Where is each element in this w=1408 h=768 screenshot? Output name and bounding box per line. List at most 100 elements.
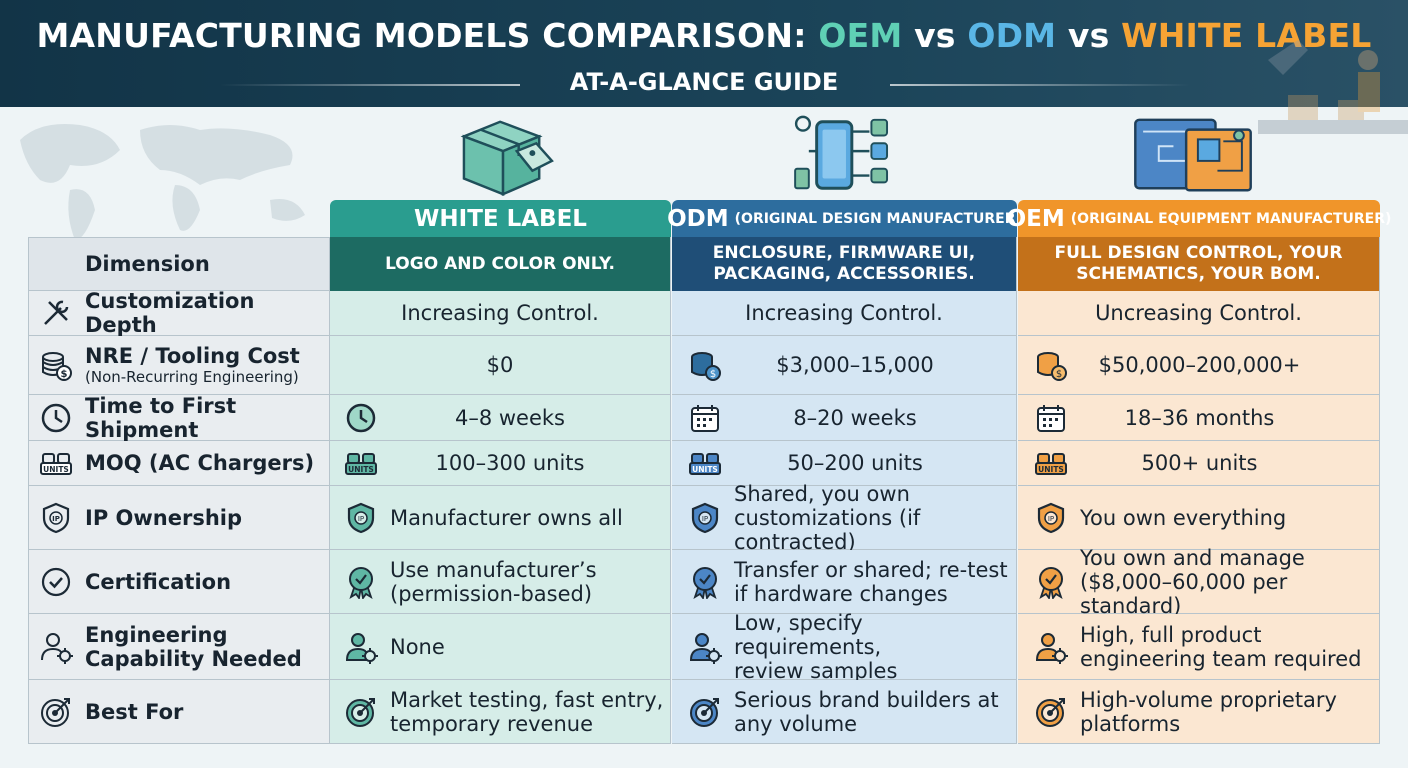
cell-value: 500+ units [1141,451,1258,475]
clock-icon [346,403,376,432]
table-cell: 18–36 months [1018,395,1380,441]
table-cell: Use manufacturer’s (permission-based) [330,550,671,614]
dimension-label: NRE / Tooling Cost [85,344,300,368]
coins-icon: $ [1037,352,1067,381]
units-icon: UNITS [1035,453,1067,475]
dimension-label: MOQ (AC Chargers) [85,451,315,475]
cell-value: customizations (if contracted) [734,505,921,554]
phone-components-icon [794,115,889,190]
world-map-decoration [20,124,305,240]
dimension-label: IP Ownership [85,505,242,530]
table-cell: Transfer or shared; re-test if hardware c… [672,550,1017,614]
dimension-label: Certification [85,569,232,594]
units-icon: UNITS [689,453,721,475]
table-cell: Low, specify requirements, review samples [672,610,1017,683]
table-cell: $0 [330,336,671,395]
column-subtitle-white-label: LOGO AND COLOR ONLY. [330,237,671,291]
table-cell: IP Shared, you own customizations (if con… [672,482,1017,554]
cell-value: You own and manage [1080,545,1305,570]
cell-value: High, full product [1080,622,1262,647]
column-header-white-label: WHITE LABEL [330,200,671,237]
comparison-table: WHITE LABEL ODM (ORIGINAL DESIGN MANUFACT… [28,200,1391,745]
page-subtitle: AT-A-GLANCE GUIDE [569,68,839,96]
table-row-engineering: Engineering Capability Needed [28,614,330,680]
tools-icon [44,300,69,325]
table-cell: IP Manufacturer owns all [330,486,671,550]
cell-value: review samples [734,658,898,683]
dimension-label: Time to First Shipment [85,393,237,442]
table-cell: 8–20 weeks [672,395,1017,441]
engineer-icon [345,632,378,664]
svg-text:IP: IP [358,515,364,523]
svg-text:UNITS: UNITS [692,465,718,474]
units-icon: UNITS [40,453,72,475]
cell-value: $3,000–15,000 [776,353,934,377]
divider-line [890,84,1190,86]
shield-ip-icon: IP [42,502,70,533]
cell-value: High-volume proprietary [1080,687,1337,712]
cell-value: Use manufacturer’s [390,557,597,582]
cell-value: 4–8 weeks [454,405,565,430]
svg-text:IP: IP [1048,515,1054,523]
cell-value: any volume [734,711,858,736]
badge-ribbon-icon [1039,566,1063,599]
table-cell: UNITS 50–200 units [672,441,1017,486]
svg-text:IP: IP [52,515,60,523]
target-icon [1036,697,1065,727]
cell-value: Manufacturer owns all [390,505,623,530]
column-subtitle-oem: FULL DESIGN CONTROL, YOUR SCHEMATICS, YO… [1018,237,1380,291]
clock-icon [41,403,71,432]
svg-text:$: $ [1056,369,1062,380]
cell-value: You own everything [1080,505,1287,530]
engineer-icon [1035,632,1068,664]
cell-value: Low, specify requirements, [734,610,882,659]
target-icon [41,697,70,727]
column-header-oem: OEM (ORIGINAL EQUIPMENT MANUFACTURER) [1007,200,1391,237]
cell-value: platforms [1080,711,1181,736]
table-cell: None [330,614,671,680]
dimension-note: (Non-Recurring Engineering) [85,368,299,386]
table-cell: High, full product engineering team requi… [1018,614,1380,680]
cell-value: 50–200 units [787,451,923,475]
table-cell: You own and manage ($8,000–60,000 per sta… [1018,546,1380,618]
coins-icon: $ [42,352,72,381]
cell-value: (permission-based) [390,581,593,606]
badge-ribbon-icon [693,566,717,599]
table-cell: 4–8 weeks [330,395,671,441]
table-cell: IP You own everything [1018,486,1380,550]
column-full-name: (ORIGINAL DESIGN MANUFACTURER) [734,210,1022,227]
shield-ip-icon: IP [691,502,719,533]
title-oem: OEM [818,16,903,55]
svg-text:UNITS: UNITS [43,465,69,474]
svg-text:IP: IP [702,515,708,523]
target-icon [690,697,719,727]
cell-value: None [390,634,445,659]
calendar-icon [691,404,719,432]
cell-value: $50,000–200,000+ [1098,353,1301,377]
table-row-moq: UNITS MOQ (AC Chargers) [28,441,330,486]
table-row-best-for: Best For [28,680,330,744]
table-row-time: Time to First Shipment [28,393,330,442]
table-cell: UNITS 100–300 units [330,441,671,486]
column-subtitle-odm: ENCLOSURE, FIRMWARE UI, PACKAGING, ACCES… [672,237,1017,291]
cell-value: Transfer or shared; re-test [734,557,1008,582]
table-cell: UNITS 500+ units [1018,441,1380,486]
cell-value: ($8,000–60,000 per standard) [1080,569,1288,618]
dimension-label: Engineering [85,622,228,647]
cell-value: engineering team required [1080,646,1362,671]
cell-value: Serious brand builders at [734,687,999,712]
table-row-customization: Customization Depth [28,289,330,337]
dimension-header-label: Dimension [85,252,210,276]
column-name: OEM [1006,205,1065,232]
svg-text:UNITS: UNITS [348,465,374,474]
column-name: ODM [667,205,729,232]
coins-icon: $ [691,352,721,381]
cell-value: Market testing, fast entry, [390,687,664,712]
cell-value: 100–300 units [435,451,585,475]
title-vs: vs [902,16,968,55]
table-cell: Market testing, fast entry, temporary rev… [330,680,671,744]
table-cell: Increasing Control. [330,291,671,336]
box-with-tag-icon [460,120,554,196]
title-vs: vs [1056,16,1122,55]
title-prefix: MANUFACTURING MODELS COMPARISON: [36,16,819,55]
